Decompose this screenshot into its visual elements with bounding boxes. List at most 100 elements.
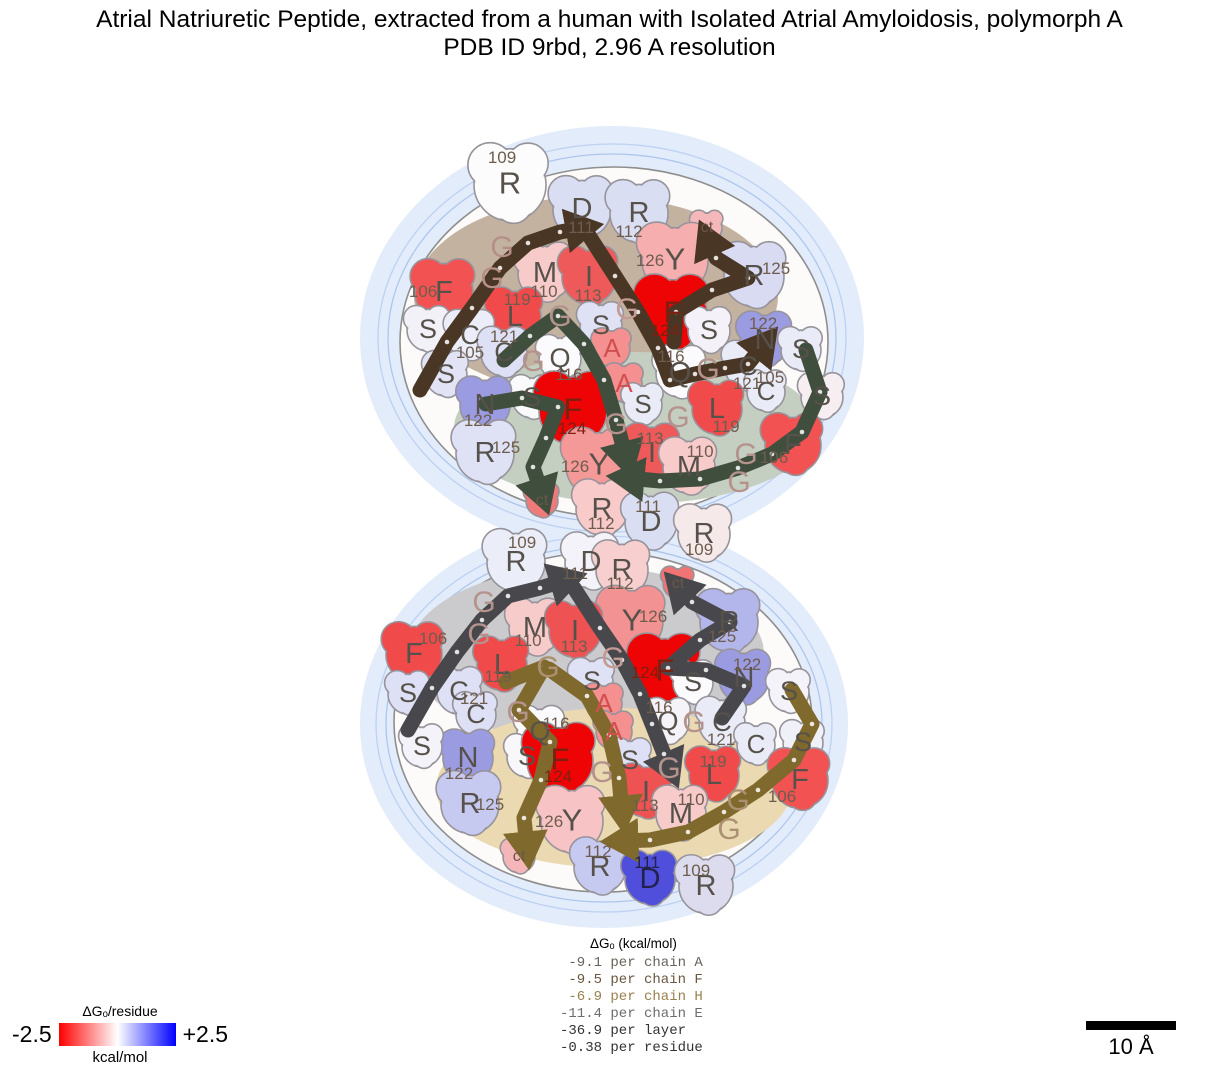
residue-number-125: 125 (708, 627, 736, 646)
blob-lobe-fill (515, 529, 546, 561)
blob-lobe-fill (755, 724, 776, 744)
residue-number-125: 125 (492, 438, 520, 457)
residue-number-122: 122 (445, 764, 473, 783)
residue-letter-Y126: Y (589, 447, 610, 482)
residue-number-109: 109 (685, 540, 713, 559)
residue-letter-F124: F (656, 653, 675, 688)
blob-lobe-fill (458, 667, 482, 691)
blob-lobe-fill (473, 637, 503, 666)
backbone-node-dot (454, 649, 460, 655)
residue-letter-L119: L (507, 301, 523, 333)
backbone-node-dot (469, 305, 475, 311)
backbone-node-dot (537, 585, 543, 591)
legend-gradient-bar (58, 1023, 176, 1046)
blob-lobe-fill (703, 505, 731, 533)
blob-lobe-fill (561, 532, 592, 564)
residue-letter-R112: R (592, 493, 613, 525)
residue-letter-R112: R (612, 554, 633, 586)
residue-number-110: 110 (514, 631, 541, 650)
blob-lobe-fill (572, 479, 603, 511)
glycine-letter: G (604, 408, 627, 441)
residue-letter-F124: F (564, 392, 583, 427)
blob-lobe-fill (685, 307, 710, 332)
blob-lobe-fill (445, 351, 468, 374)
residue-letter-I113: I (585, 261, 593, 293)
energy-header: ΔGₒ (kcal/mol) (590, 936, 677, 951)
blob-lobe-fill (749, 747, 767, 765)
blob-lobe-fill (558, 246, 590, 279)
energy-row: -0.38 per residue (560, 1040, 703, 1057)
residue-number-111: 111 (568, 218, 594, 237)
blob-lobe-fill (478, 327, 505, 354)
ribbon-chain-A (605, 342, 828, 502)
backbone-node-dot (555, 404, 561, 410)
residue-blob-R109 (467, 141, 549, 225)
residue-letter-Q116: Q (669, 357, 692, 389)
blob-lobe-fill (413, 623, 443, 653)
blob-lobe-fill (696, 889, 722, 915)
backbone-node-dot (685, 829, 691, 835)
residue-letter-M110: M (669, 798, 693, 830)
energy-row: -11.4 per chain E (560, 1006, 703, 1023)
residue-letter-R109: R (506, 546, 527, 578)
energy-value: -11.4 (560, 1006, 603, 1022)
backbone-node-dot (727, 619, 733, 625)
energy-value: -0.38 (560, 1040, 603, 1056)
blob-lobe-fill (468, 143, 512, 187)
blob-lobe-fill (799, 749, 829, 779)
blob-lobe-fill (674, 504, 705, 536)
residue-letter-R125: R (460, 788, 481, 820)
backbone-node-dot (735, 465, 741, 471)
residue-letter-D111: D (640, 863, 661, 895)
blob-lobe-fill (591, 658, 614, 681)
residue-letter-Y126: Y (562, 803, 583, 838)
residue-letter-R125: R (719, 606, 740, 638)
blob-lobe-fill (485, 287, 516, 319)
backbone-node-dot (689, 599, 695, 605)
blob-lobe-fill (525, 631, 550, 656)
backbone-node-dot (538, 777, 544, 783)
energy-value: -36.9 (560, 1023, 603, 1039)
residue-number-111: 111 (634, 853, 660, 872)
backbone-node-dot (647, 837, 653, 843)
residue-letter-R112: R (629, 197, 650, 229)
energy-label: per residue (602, 1040, 703, 1056)
residue-letter-C121: C (494, 337, 514, 367)
residue-number-121: 121 (490, 327, 518, 346)
residue-letter-ct: ct (536, 492, 549, 509)
residue-number-106: 106 (760, 448, 788, 467)
residue-number-126: 126 (639, 607, 667, 626)
blob-lobe-fill (459, 807, 487, 835)
residue-number-125: 125 (762, 259, 790, 278)
blob-lobe-fill (415, 749, 433, 768)
residue-number-105: 105 (456, 343, 484, 362)
residue-letter-F124: F (664, 295, 683, 330)
blob-lobe-fill (382, 622, 415, 656)
residue-number-119: 119 (503, 290, 530, 309)
blob-lobe-fill (475, 692, 497, 714)
residue-number-113: 113 (560, 637, 587, 656)
residue-letter-F106: F (405, 638, 423, 670)
blob-lobe-fill (778, 327, 802, 351)
backbone-node-dot (817, 389, 823, 395)
legend-min-label: -2.5 (12, 1021, 52, 1047)
residue-blob-R125 (450, 418, 517, 486)
residue-blob-Q116 (534, 333, 584, 383)
blob-lobe-fill (545, 601, 576, 633)
title-line-2: PDB ID 9rbd, 2.96 A resolution (443, 34, 776, 61)
residue-letter-F124: F (551, 742, 570, 777)
backbone-node-dot (479, 617, 485, 623)
blob-lobe-fill (568, 658, 593, 683)
residue-letter-F106: F (784, 429, 802, 461)
blob-lobe-fill (705, 856, 734, 885)
residue-number-126: 126 (636, 251, 664, 270)
ribbon-chain-F (666, 219, 756, 350)
residue-number-109: 109 (488, 148, 516, 167)
residue-number-110: 110 (677, 790, 704, 809)
backbone-node-dot (543, 435, 549, 441)
residue-letter-S: S (518, 741, 536, 771)
glycine-letter: G (727, 466, 750, 499)
residue-letter-Q116: Q (657, 706, 678, 736)
residue-number-109: 109 (508, 533, 536, 552)
